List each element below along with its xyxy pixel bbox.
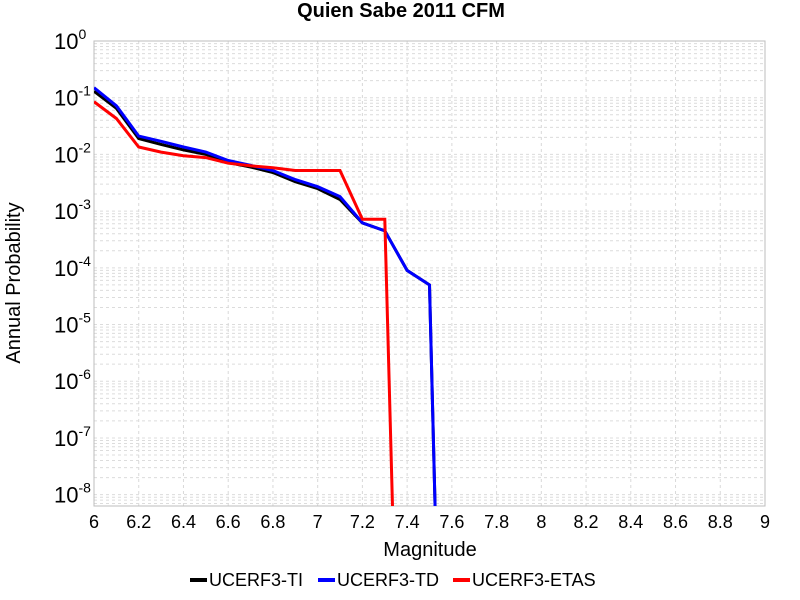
x-tick-label: 7.8 bbox=[484, 512, 509, 532]
grid bbox=[93, 41, 766, 506]
x-tick-label: 8.4 bbox=[618, 512, 643, 532]
x-tick-label: 6.4 bbox=[171, 512, 196, 532]
y-tick-label: 10-8 bbox=[54, 480, 91, 508]
legend-label: UCERF3-TD bbox=[337, 570, 439, 590]
x-tick-label: 7.2 bbox=[350, 512, 375, 532]
y-axis-label: Annual Probability bbox=[3, 202, 25, 363]
series-layer bbox=[94, 86, 437, 506]
x-axis-label: Magnitude bbox=[383, 539, 476, 561]
x-tick-label: 7 bbox=[313, 512, 323, 532]
series-line-ucerf3-etas bbox=[94, 100, 394, 506]
x-tick-label: 8.2 bbox=[574, 512, 599, 532]
y-tick-label: 10-1 bbox=[54, 83, 91, 111]
x-tick-label: 6 bbox=[89, 512, 99, 532]
y-tick-label: 10-6 bbox=[54, 366, 91, 394]
chart-title: Quien Sabe 2011 CFM bbox=[297, 0, 505, 22]
x-tick-label: 8.8 bbox=[708, 512, 733, 532]
y-tick-labels: 100 10-1 10-2 10-3 10-4 10-5 10-6 10-7 10-8 bbox=[54, 26, 91, 508]
x-tick-label: 7.4 bbox=[395, 512, 420, 532]
y-tick-label: 10-3 bbox=[54, 196, 91, 224]
y-tick-label: 10-2 bbox=[54, 139, 91, 167]
x-tick-label: 8 bbox=[536, 512, 546, 532]
legend: UCERF3-TI UCERF3-TD UCERF3-ETAS bbox=[190, 570, 596, 590]
x-tick-label: 8.6 bbox=[663, 512, 688, 532]
x-tick-label: 9 bbox=[760, 512, 770, 532]
y-tick-label: 10-4 bbox=[54, 253, 91, 281]
y-tick-label: 100 bbox=[54, 26, 86, 54]
x-tick-label: 6.2 bbox=[126, 512, 151, 532]
y-tick-label: 10-5 bbox=[54, 310, 91, 338]
legend-label: UCERF3-ETAS bbox=[472, 570, 596, 590]
x-tick-labels: 6 6.2 6.4 6.6 6.8 7 7.2 7.4 7.6 7.8 8 8.2 8.4 8.6 8.8 9 bbox=[89, 512, 770, 532]
x-tick-label: 7.6 bbox=[439, 512, 464, 532]
x-tick-label: 6.8 bbox=[260, 512, 285, 532]
y-tick-label: 10-7 bbox=[54, 423, 91, 451]
x-tick-label: 6.6 bbox=[216, 512, 241, 532]
series-line-ucerf3-td bbox=[94, 86, 437, 506]
legend-label: UCERF3-TI bbox=[209, 570, 303, 590]
plot-frame bbox=[93, 40, 766, 507]
